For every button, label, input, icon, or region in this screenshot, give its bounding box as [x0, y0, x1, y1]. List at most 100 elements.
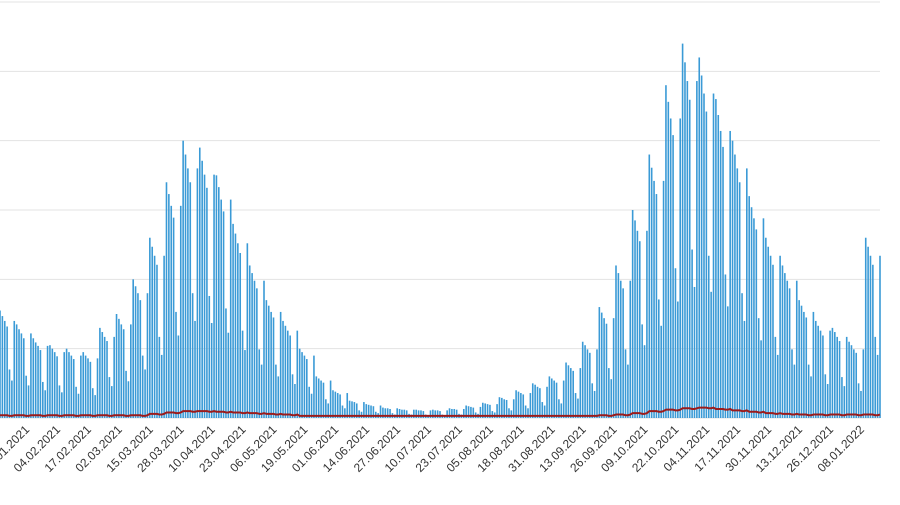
- bar: [531, 383, 534, 418]
- bar: [705, 111, 708, 419]
- bar: [189, 182, 192, 418]
- bar: [218, 187, 220, 418]
- bar: [108, 377, 111, 418]
- bar: [196, 168, 199, 418]
- bar: [156, 264, 158, 418]
- bar: [263, 280, 265, 418]
- bar: [386, 408, 389, 418]
- bar: [800, 305, 803, 418]
- bar: [848, 341, 850, 418]
- bar: [99, 327, 101, 418]
- bar: [15, 324, 18, 418]
- bar: [638, 241, 641, 418]
- bar: [750, 207, 753, 418]
- bar: [89, 361, 92, 418]
- bar: [577, 398, 579, 418]
- bar: [688, 99, 691, 418]
- bar: [669, 118, 672, 418]
- bar: [539, 388, 541, 418]
- bar: [757, 318, 760, 418]
- bar: [605, 323, 608, 418]
- bar: [358, 410, 360, 418]
- bar: [772, 264, 774, 418]
- bar: [484, 403, 486, 418]
- bar: [536, 386, 539, 418]
- bar: [334, 391, 337, 418]
- bar: [182, 140, 184, 418]
- bar: [382, 407, 384, 418]
- bar: [795, 280, 798, 418]
- bar: [113, 336, 115, 418]
- bar: [593, 390, 596, 418]
- bar: [681, 43, 684, 418]
- bar: [329, 380, 332, 418]
- bar: [731, 140, 734, 418]
- bar: [841, 377, 843, 418]
- bar: [565, 362, 567, 418]
- bar: [653, 180, 655, 418]
- bar: [679, 118, 682, 418]
- bar: [153, 255, 156, 418]
- bar: [222, 211, 225, 418]
- bar: [838, 341, 841, 418]
- bar: [96, 358, 99, 418]
- bar: [58, 385, 61, 418]
- bar: [658, 299, 660, 418]
- bar: [27, 385, 30, 418]
- bar: [548, 376, 551, 418]
- bar: [677, 301, 679, 418]
- bar: [56, 356, 58, 418]
- bar: [648, 154, 651, 419]
- bar: [158, 336, 161, 418]
- bar: [398, 408, 401, 418]
- bar: [315, 376, 318, 418]
- bar: [470, 406, 472, 418]
- bar: [80, 355, 82, 418]
- bar: [68, 352, 70, 418]
- bar: [698, 57, 701, 418]
- bar: [843, 386, 846, 418]
- bar: [37, 345, 39, 418]
- bar: [279, 311, 282, 418]
- bar: [724, 274, 727, 418]
- bar: [294, 384, 296, 418]
- bar: [826, 384, 829, 418]
- bar: [284, 325, 287, 418]
- bar: [784, 273, 786, 418]
- bar: [30, 333, 32, 418]
- bar: [348, 400, 351, 418]
- bar: [127, 381, 130, 418]
- bar: [18, 329, 20, 418]
- bar: [213, 174, 215, 418]
- bar: [246, 243, 249, 418]
- bar: [389, 408, 391, 418]
- bar: [791, 349, 793, 418]
- bar: [636, 230, 639, 418]
- bar: [332, 390, 334, 418]
- bar: [251, 273, 253, 418]
- bar: [810, 376, 812, 418]
- bar: [106, 341, 108, 418]
- bar: [232, 223, 234, 418]
- bar: [120, 324, 123, 418]
- bar: [667, 101, 670, 418]
- bar: [501, 397, 503, 418]
- bar: [206, 187, 208, 418]
- bar: [355, 403, 358, 418]
- bar: [51, 348, 54, 418]
- bar: [734, 154, 736, 419]
- bar: [769, 255, 772, 418]
- bar: [765, 237, 767, 418]
- bar: [572, 370, 574, 418]
- bar: [132, 279, 134, 418]
- bar: [643, 345, 646, 418]
- bar: [286, 330, 289, 418]
- bar: [710, 291, 712, 418]
- bar: [187, 168, 189, 418]
- bar: [191, 293, 194, 418]
- bar: [631, 210, 634, 418]
- bar: [817, 325, 819, 418]
- bar: [853, 349, 855, 418]
- bar: [629, 280, 632, 418]
- bar: [529, 393, 532, 418]
